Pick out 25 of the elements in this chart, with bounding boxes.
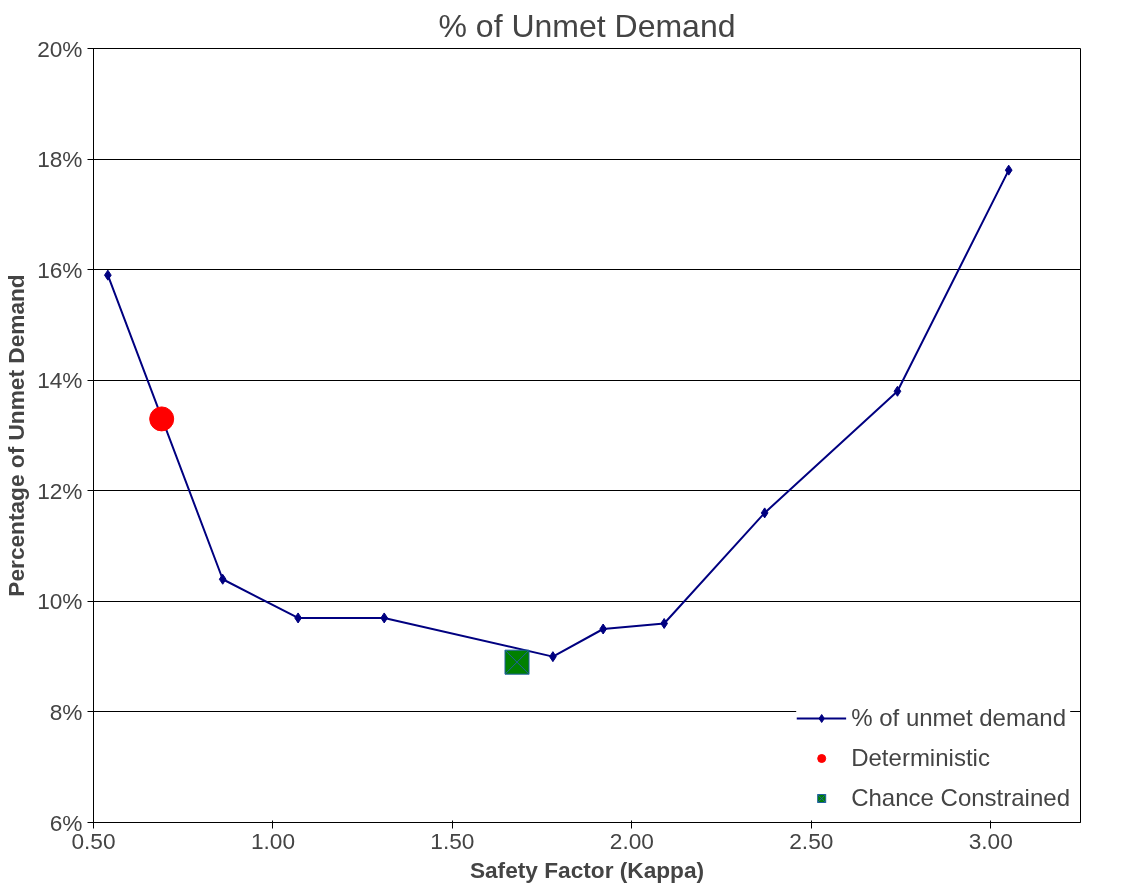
legend-label: % of unmet demand [851, 704, 1066, 732]
x-tick-label: 3.00 [968, 827, 1013, 854]
y-tick-label: 8% [49, 698, 83, 725]
point [380, 612, 389, 624]
x-tick-label: 1.50 [430, 827, 475, 854]
y-tick-label: 16% [37, 256, 83, 283]
y-tick-label: 20% [37, 35, 83, 62]
x-tick-label: 2.00 [609, 827, 654, 854]
y-tick-label: 12% [37, 477, 83, 504]
point [893, 385, 902, 397]
point [149, 406, 175, 432]
point [218, 573, 227, 585]
x-axis-title: Safety Factor (Kappa) [469, 856, 705, 883]
x-tick-label: 2.50 [789, 827, 834, 854]
y-tick-label: 14% [37, 367, 83, 394]
legend-label: Chance Constrained [851, 784, 1070, 812]
point [504, 649, 530, 675]
x-tick-label: 1.00 [250, 827, 296, 854]
point [1004, 164, 1013, 176]
y-tick-label: 18% [37, 146, 83, 173]
y-axis-title: Percentage of Unmet Demand [3, 274, 30, 597]
chart-title: % of Unmet Demand [438, 7, 736, 44]
legend-label: Deterministic [851, 744, 990, 772]
y-tick-label: 10% [37, 588, 83, 615]
point [760, 507, 769, 519]
